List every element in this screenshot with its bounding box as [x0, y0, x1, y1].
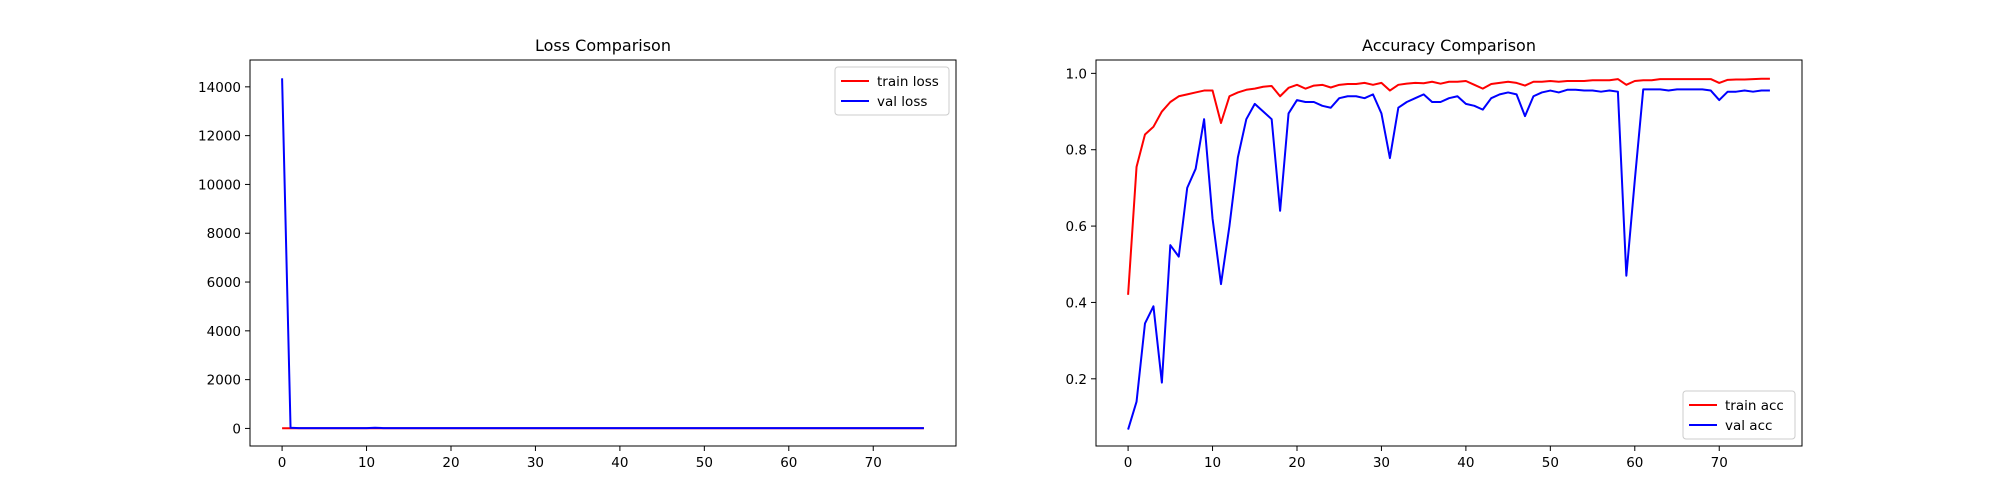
accuracy-xtick-label-70: 70 [1711, 455, 1728, 471]
series-line-train-acc [1127, 77, 1770, 295]
accuracy-xtick-label-0: 0 [1124, 455, 1133, 471]
series-line-val-loss [281, 78, 924, 430]
accuracy-comparison-chart: Accuracy Comparison 0 10 20 30 40 50 60 70 0.2 0.… [1066, 36, 1803, 471]
accuracy-ytick-label-0-4: 0.4 [1066, 295, 1087, 311]
loss-ytick-label-10000: 10000 [198, 177, 241, 193]
loss-comparison-chart: Loss Comparison 0 10 20 30 40 50 60 70 0 2000 4000… [198, 36, 957, 471]
legend-label-val-acc: val acc [1725, 418, 1772, 434]
accuracy-ytick-label-0-2: 0.2 [1066, 372, 1087, 388]
loss-chart-frame [249, 59, 957, 447]
accuracy-chart-title: Accuracy Comparison [1362, 36, 1536, 55]
accuracy-xtick-label-60: 60 [1626, 455, 1643, 471]
loss-ytick-label-0: 0 [232, 421, 241, 437]
legend-label-val-loss: val loss [877, 94, 927, 110]
accuracy-xtick-label-20: 20 [1288, 455, 1305, 471]
legend-label-train-acc: train acc [1725, 398, 1784, 414]
loss-ytick-label-14000: 14000 [198, 80, 241, 96]
accuracy-chart-legend: train acc val acc [1682, 390, 1796, 440]
accuracy-legend-box [1682, 390, 1796, 440]
accuracy-chart-ticks: 0 10 20 30 40 50 60 70 0.2 0.4 0.6 0.8 1.0 [1066, 66, 1728, 471]
loss-xtick-label-70: 70 [865, 455, 882, 471]
legend-label-train-loss: train loss [877, 74, 939, 90]
loss-xtick-label-50: 50 [696, 455, 713, 471]
loss-ytick-label-4000: 4000 [207, 324, 241, 340]
accuracy-ytick-label-0-6: 0.6 [1066, 219, 1087, 235]
accuracy-chart-frame [1095, 59, 1803, 447]
accuracy-xtick-label-40: 40 [1457, 455, 1474, 471]
loss-xtick-label-0: 0 [278, 455, 287, 471]
loss-xtick-label-10: 10 [358, 455, 375, 471]
loss-ytick-label-8000: 8000 [207, 226, 241, 242]
accuracy-xtick-label-50: 50 [1542, 455, 1559, 471]
loss-xtick-label-20: 20 [442, 455, 459, 471]
accuracy-ytick-label-1: 1.0 [1066, 66, 1087, 82]
loss-ytick-label-6000: 6000 [207, 275, 241, 291]
accuracy-chart-series [1127, 77, 1770, 430]
loss-xtick-label-30: 30 [527, 455, 544, 471]
loss-ytick-label-12000: 12000 [198, 129, 241, 145]
loss-chart-ticks: 0 10 20 30 40 50 60 70 0 2000 4000 6000 8000 10000 120… [198, 80, 882, 471]
loss-chart-series [281, 78, 924, 430]
loss-xtick-label-40: 40 [611, 455, 628, 471]
accuracy-xtick-label-30: 30 [1373, 455, 1390, 471]
loss-xtick-label-60: 60 [780, 455, 797, 471]
accuracy-xtick-label-10: 10 [1204, 455, 1221, 471]
loss-chart-legend: train loss val loss [834, 66, 950, 116]
series-line-val-acc [1127, 88, 1770, 430]
accuracy-ytick-label-0-8: 0.8 [1066, 143, 1087, 159]
loss-chart-title: Loss Comparison [535, 36, 671, 55]
loss-legend-box [834, 66, 950, 116]
loss-ytick-label-2000: 2000 [207, 373, 241, 389]
